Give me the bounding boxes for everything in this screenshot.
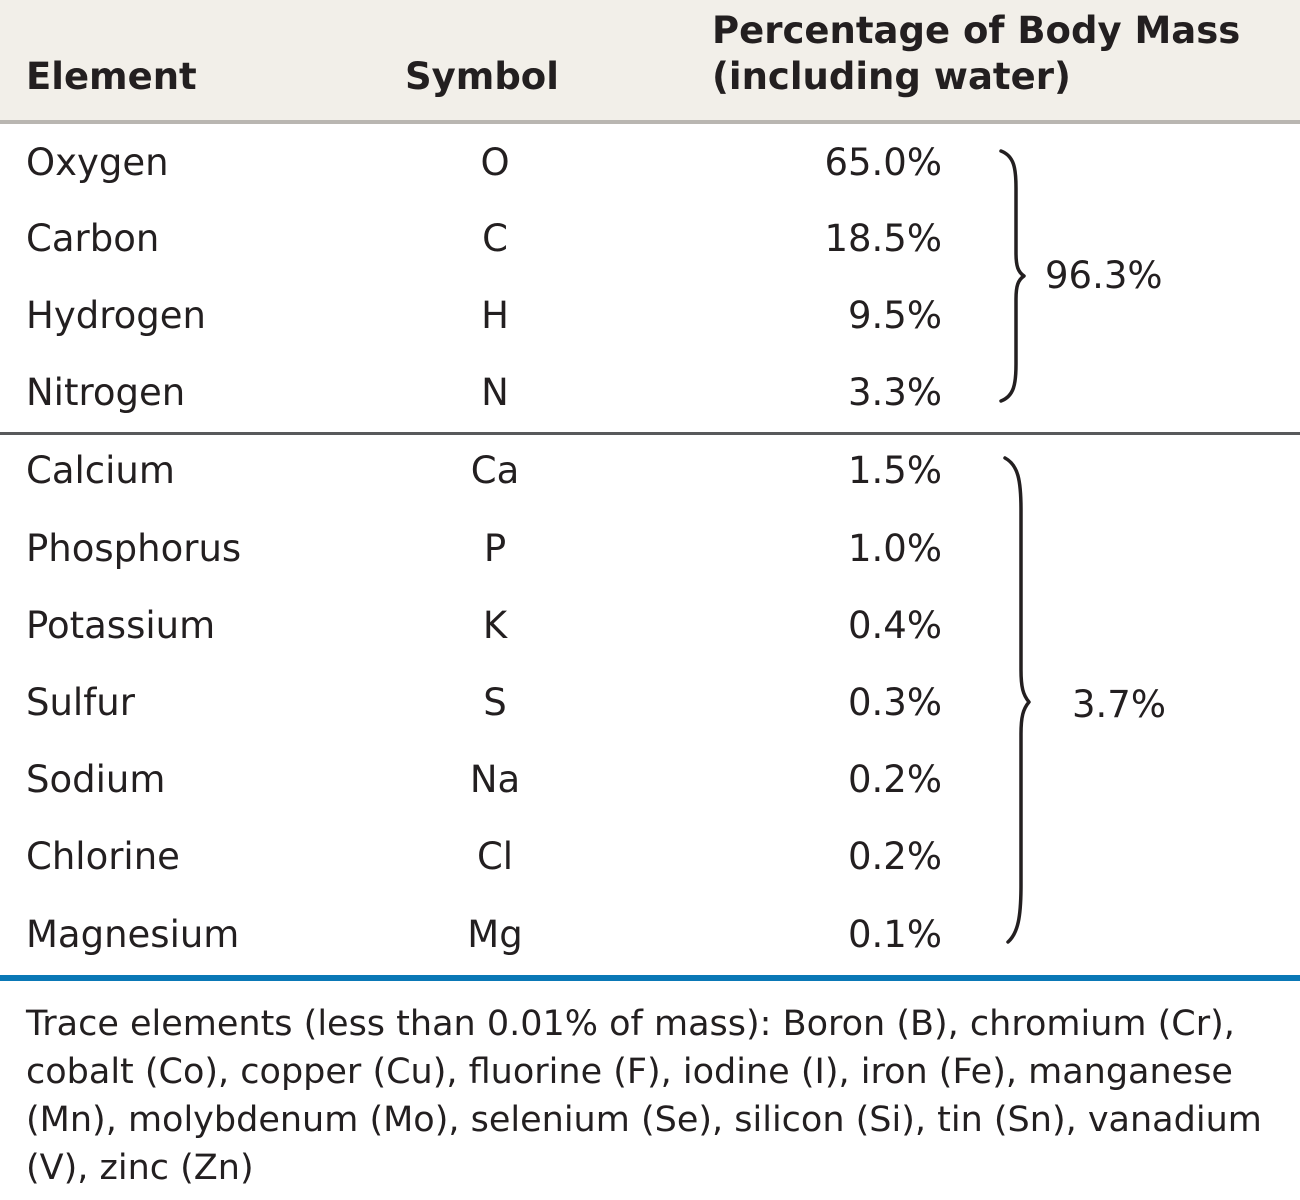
element-percentage: 65.0% (824, 141, 942, 184)
column-header-element: Element (26, 55, 197, 98)
element-percentage: 18.5% (824, 217, 942, 260)
element-percentage: 0.3% (848, 681, 942, 724)
group-divider (0, 432, 1300, 435)
element-name: Potassium (26, 604, 216, 647)
element-symbol: Ca (470, 449, 520, 492)
element-percentage: 0.2% (848, 835, 942, 878)
element-symbol: Cl (476, 835, 514, 878)
element-name: Phosphorus (26, 527, 242, 570)
table-row: Oxygen O 65.0% (0, 133, 1300, 193)
table-row: Chlorine Cl 0.2% (0, 827, 1300, 887)
element-percentage: 0.2% (848, 758, 942, 801)
element-percentage: 0.4% (848, 604, 942, 647)
element-symbol: C (482, 217, 508, 260)
table-row: Carbon C 18.5% (0, 209, 1300, 269)
element-name: Sodium (26, 758, 166, 801)
element-symbol: H (481, 294, 509, 337)
group-total-minor: 3.7% (1072, 683, 1166, 726)
header-divider (0, 120, 1300, 124)
table-row: Potassium K 0.4% (0, 596, 1300, 656)
element-name: Nitrogen (26, 371, 186, 414)
table-header (0, 0, 1300, 120)
column-header-symbol: Symbol (405, 55, 559, 98)
element-name: Hydrogen (26, 294, 206, 337)
element-symbol: N (481, 371, 509, 414)
element-symbol: P (483, 527, 507, 570)
column-header-percentage: Percentage of Body Mass (including water… (712, 8, 1240, 100)
element-name: Chlorine (26, 835, 180, 878)
element-percentage: 1.5% (848, 449, 942, 492)
element-symbol: S (483, 681, 507, 724)
element-name: Carbon (26, 217, 160, 260)
element-percentage: 3.3% (848, 371, 942, 414)
element-name: Magnesium (26, 913, 240, 956)
element-name: Sulfur (26, 681, 135, 724)
element-symbol: O (480, 141, 510, 184)
group-total-major: 96.3% (1045, 254, 1163, 297)
table-row: Nitrogen N 3.3% (0, 363, 1300, 423)
table-row: Magnesium Mg 0.1% (0, 905, 1300, 965)
column-header-percentage-line2: (including water) (712, 55, 1071, 98)
group-bracket-minor (1003, 456, 1031, 944)
table-row: Phosphorus P 1.0% (0, 519, 1300, 579)
table-bottom-rule (0, 975, 1300, 981)
element-name: Oxygen (26, 141, 169, 184)
table-row: Hydrogen H 9.5% (0, 286, 1300, 346)
element-name: Calcium (26, 449, 175, 492)
element-symbol: Na (469, 758, 521, 801)
element-percentage: 0.1% (848, 913, 942, 956)
element-percentage: 9.5% (848, 294, 942, 337)
element-percentage: 1.0% (848, 527, 942, 570)
group-bracket-major (999, 149, 1026, 403)
table-row: Sulfur S 0.3% (0, 673, 1300, 733)
element-symbol: Mg (467, 913, 523, 956)
table-row: Sodium Na 0.2% (0, 750, 1300, 810)
trace-elements-footnote: Trace elements (less than 0.01% of mass)… (26, 1004, 1262, 1188)
table-row: Calcium Ca 1.5% (0, 441, 1300, 501)
element-symbol: K (482, 604, 508, 647)
column-header-percentage-line1: Percentage of Body Mass (712, 9, 1241, 52)
